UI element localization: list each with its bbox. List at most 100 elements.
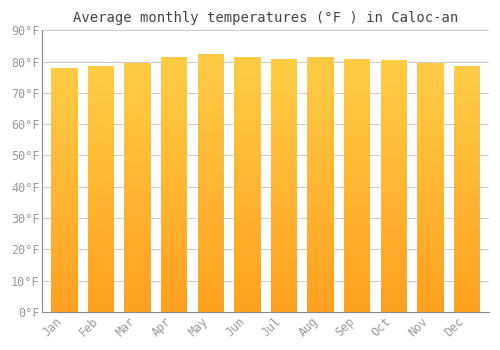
Bar <box>51 138 78 141</box>
Bar <box>454 91 480 94</box>
Bar <box>344 239 370 242</box>
Bar <box>198 238 224 241</box>
Bar <box>234 149 260 153</box>
Bar <box>271 125 297 128</box>
Bar <box>124 203 150 206</box>
Bar <box>271 144 297 147</box>
Bar <box>454 266 480 269</box>
Bar <box>198 215 224 218</box>
Bar <box>51 126 78 129</box>
Bar <box>161 153 188 156</box>
Bar <box>124 116 150 119</box>
Bar <box>51 309 78 312</box>
Bar <box>88 281 114 284</box>
Bar <box>234 248 260 251</box>
Bar <box>308 254 334 258</box>
Bar <box>124 256 150 259</box>
Bar <box>454 241 480 244</box>
Bar <box>454 109 480 112</box>
Bar <box>124 268 150 271</box>
Bar <box>124 97 150 100</box>
Bar <box>161 95 188 98</box>
Bar <box>308 293 334 296</box>
Bar <box>124 156 150 160</box>
Bar <box>51 184 78 187</box>
Bar <box>161 242 188 245</box>
Bar <box>88 137 114 140</box>
Bar <box>308 146 334 149</box>
Bar <box>234 232 260 235</box>
Bar <box>161 213 188 216</box>
Bar <box>161 149 188 153</box>
Bar <box>344 201 370 204</box>
Bar <box>198 150 224 154</box>
Bar <box>124 253 150 256</box>
Bar <box>161 124 188 127</box>
Bar <box>88 143 114 146</box>
Bar <box>344 116 370 119</box>
Bar <box>308 271 334 274</box>
Bar <box>198 167 224 170</box>
Bar <box>380 189 407 192</box>
Bar <box>198 264 224 267</box>
Bar <box>124 200 150 203</box>
Bar <box>161 118 188 121</box>
Bar <box>308 267 334 271</box>
Bar <box>88 103 114 106</box>
Bar <box>51 232 78 236</box>
Bar <box>344 271 370 274</box>
Bar <box>234 219 260 223</box>
Title: Average monthly temperatures (°F ) in Caloc-an: Average monthly temperatures (°F ) in Ca… <box>73 11 458 25</box>
Bar <box>344 112 370 116</box>
Bar <box>344 267 370 271</box>
Bar <box>380 255 407 258</box>
Bar <box>271 58 297 62</box>
Bar <box>380 104 407 107</box>
Bar <box>308 210 334 213</box>
Bar <box>271 245 297 248</box>
Bar <box>51 71 78 74</box>
Bar <box>51 205 78 208</box>
Bar <box>454 85 480 88</box>
Bar <box>88 253 114 257</box>
Bar <box>271 163 297 166</box>
Bar <box>51 169 78 172</box>
Bar <box>308 216 334 219</box>
Bar <box>380 123 407 126</box>
Bar <box>454 103 480 106</box>
Bar <box>454 296 480 300</box>
Bar <box>88 91 114 94</box>
Bar <box>380 117 407 120</box>
Bar <box>308 172 334 175</box>
Bar <box>88 85 114 88</box>
Bar <box>417 259 444 262</box>
Bar <box>88 140 114 143</box>
Bar <box>198 234 224 238</box>
Bar <box>417 147 444 150</box>
Bar <box>88 164 114 168</box>
Bar <box>344 207 370 210</box>
Bar <box>308 83 334 86</box>
Bar <box>344 147 370 150</box>
Bar <box>271 154 297 157</box>
Bar <box>454 119 480 121</box>
Bar <box>417 203 444 206</box>
Bar <box>161 162 188 165</box>
Bar <box>271 296 297 299</box>
Bar <box>161 267 188 271</box>
Bar <box>234 229 260 232</box>
Bar <box>124 72 150 76</box>
Bar <box>198 160 224 163</box>
Bar <box>161 197 188 200</box>
Bar <box>271 134 297 138</box>
Bar <box>308 194 334 197</box>
Bar <box>380 195 407 198</box>
Bar <box>88 201 114 204</box>
Bar <box>51 287 78 290</box>
Bar <box>417 116 444 119</box>
Bar <box>88 171 114 174</box>
Bar <box>161 92 188 95</box>
Bar <box>88 275 114 278</box>
Bar <box>161 175 188 178</box>
Bar <box>308 60 334 63</box>
